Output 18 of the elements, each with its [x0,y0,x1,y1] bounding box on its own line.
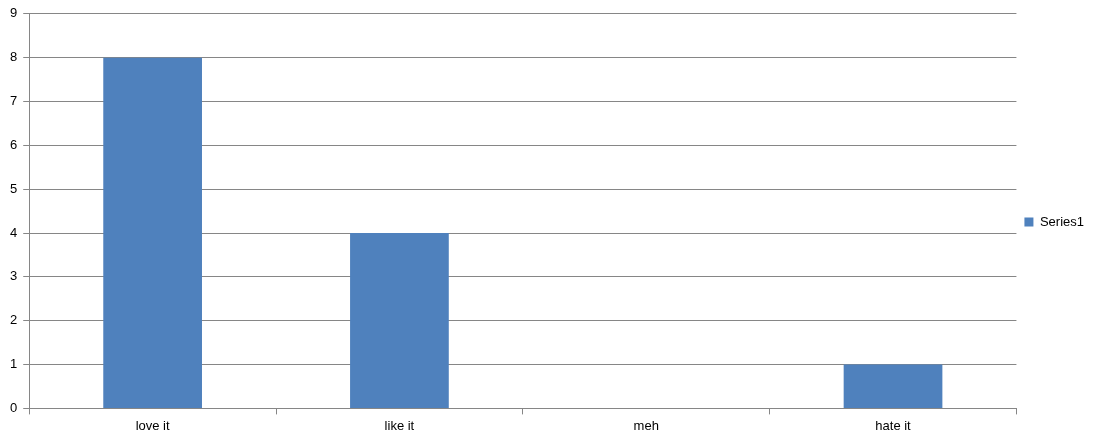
x-tick-label: hate it [875,417,912,433]
bar [843,364,943,408]
x-tick-label: like it [384,417,415,433]
x-tick-label: meh [633,417,659,433]
y-tick-label: 3 [10,268,18,284]
y-tick-label: 8 [10,49,18,65]
bar [103,57,202,408]
legend-label: Series1 [1039,213,1084,229]
y-tick-label: 6 [10,136,18,152]
y-tick-label: 0 [10,399,18,415]
y-tick-label: 1 [10,356,18,372]
y-tick-label: 2 [10,312,18,328]
y-tick-label: 5 [10,180,18,196]
bar [350,233,449,408]
x-tick-label: love it [135,417,170,433]
y-tick-label: 7 [10,93,18,109]
y-tick-label: 4 [10,224,18,240]
y-tick-label: 9 [10,5,18,21]
